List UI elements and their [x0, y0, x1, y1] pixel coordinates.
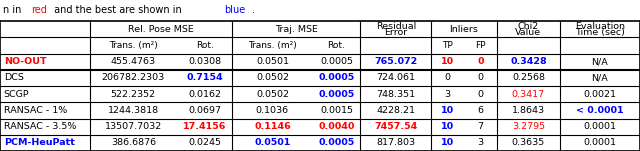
- Text: 0.0021: 0.0021: [584, 90, 616, 99]
- Text: 0.0005: 0.0005: [318, 73, 355, 82]
- Text: 4228.21: 4228.21: [376, 106, 415, 115]
- Text: 7: 7: [477, 122, 483, 131]
- Text: 10: 10: [441, 57, 454, 66]
- Text: Rot.: Rot.: [196, 41, 214, 50]
- Text: n in: n in: [3, 5, 25, 14]
- Text: 13507.7032: 13507.7032: [105, 122, 162, 131]
- Text: 0.0308: 0.0308: [188, 57, 221, 66]
- Text: 765.072: 765.072: [374, 57, 417, 66]
- Text: red: red: [31, 5, 47, 14]
- Text: 0.0001: 0.0001: [584, 138, 616, 147]
- Text: 455.4763: 455.4763: [111, 57, 156, 66]
- Text: 206782.2303: 206782.2303: [102, 73, 165, 82]
- Text: Rel. Pose MSE: Rel. Pose MSE: [128, 25, 194, 34]
- Text: 0.0501: 0.0501: [254, 138, 291, 147]
- Text: RANSAC - 3.5%: RANSAC - 3.5%: [4, 122, 76, 131]
- Text: N/A: N/A: [591, 57, 609, 66]
- Text: blue: blue: [224, 5, 245, 14]
- Text: 0.0040: 0.0040: [318, 122, 355, 131]
- Text: 0.0501: 0.0501: [256, 57, 289, 66]
- Text: < 0.0001: < 0.0001: [576, 106, 624, 115]
- Text: PCM-HeuPatt: PCM-HeuPatt: [4, 138, 75, 147]
- Text: 10: 10: [441, 138, 454, 147]
- Text: 0.0005: 0.0005: [318, 90, 355, 99]
- Text: 3: 3: [445, 90, 451, 99]
- Text: 0.1146: 0.1146: [254, 122, 291, 131]
- Text: Residual: Residual: [376, 22, 416, 31]
- Text: Inliers: Inliers: [449, 25, 479, 34]
- Text: and the best are shown in: and the best are shown in: [51, 5, 186, 14]
- Text: 0.3635: 0.3635: [512, 138, 545, 147]
- Text: 0.3428: 0.3428: [510, 57, 547, 66]
- Text: 0.7154: 0.7154: [186, 73, 223, 82]
- Text: 10: 10: [441, 106, 454, 115]
- Text: Evaluation: Evaluation: [575, 22, 625, 31]
- Text: 0: 0: [477, 73, 483, 82]
- Text: Trans. (m²): Trans. (m²): [248, 41, 297, 50]
- Text: Traj. MSE: Traj. MSE: [275, 25, 318, 34]
- Text: 0.0502: 0.0502: [256, 73, 289, 82]
- Text: 0.0005: 0.0005: [320, 57, 353, 66]
- Text: Error: Error: [384, 28, 408, 37]
- Text: .: .: [252, 5, 255, 14]
- Text: 0.0005: 0.0005: [318, 138, 355, 147]
- Text: 3.2795: 3.2795: [512, 122, 545, 131]
- Text: 0: 0: [445, 73, 451, 82]
- Text: 6: 6: [477, 106, 483, 115]
- Text: 3: 3: [477, 138, 483, 147]
- Text: 522.2352: 522.2352: [111, 90, 156, 99]
- Text: Time (sec): Time (sec): [575, 28, 625, 37]
- Text: FP: FP: [475, 41, 486, 50]
- Text: 7457.54: 7457.54: [374, 122, 417, 131]
- Text: 0.0697: 0.0697: [188, 106, 221, 115]
- Text: 0.2568: 0.2568: [512, 73, 545, 82]
- Text: SCGP: SCGP: [4, 90, 29, 99]
- Text: Value: Value: [515, 28, 541, 37]
- Text: 0.1036: 0.1036: [256, 106, 289, 115]
- Text: Rot.: Rot.: [328, 41, 346, 50]
- Text: NO-OUT: NO-OUT: [4, 57, 47, 66]
- Text: 0.0001: 0.0001: [584, 122, 616, 131]
- Text: 10: 10: [441, 122, 454, 131]
- Text: 0.0245: 0.0245: [188, 138, 221, 147]
- Text: 0.3417: 0.3417: [512, 90, 545, 99]
- Text: 748.351: 748.351: [376, 90, 415, 99]
- Text: 1244.3818: 1244.3818: [108, 106, 159, 115]
- Text: N/A: N/A: [591, 73, 609, 82]
- Text: DCS: DCS: [4, 73, 24, 82]
- Text: 0.0015: 0.0015: [320, 106, 353, 115]
- Text: TP: TP: [442, 41, 453, 50]
- Text: 386.6876: 386.6876: [111, 138, 156, 147]
- Text: 0.0502: 0.0502: [256, 90, 289, 99]
- Text: 0.0162: 0.0162: [188, 90, 221, 99]
- Text: 17.4156: 17.4156: [183, 122, 227, 131]
- Text: Chi2: Chi2: [518, 22, 539, 31]
- Text: 817.803: 817.803: [376, 138, 415, 147]
- Text: 724.061: 724.061: [376, 73, 415, 82]
- Text: 0: 0: [477, 57, 484, 66]
- Text: 1.8643: 1.8643: [512, 106, 545, 115]
- Text: 0: 0: [477, 90, 483, 99]
- Text: RANSAC - 1%: RANSAC - 1%: [4, 106, 67, 115]
- Text: Trans. (m²): Trans. (m²): [109, 41, 157, 50]
